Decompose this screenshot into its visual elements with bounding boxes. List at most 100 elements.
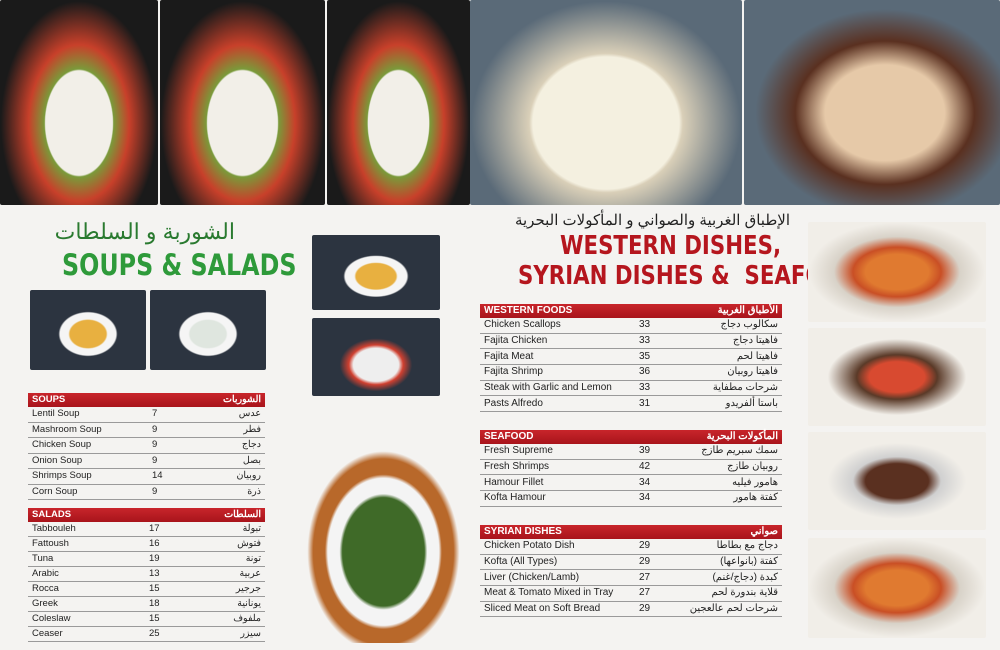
item-name-ar: تبولة: [242, 523, 261, 534]
menu-item: Chicken Potato Dish 29 دجاج مع بطاطا: [480, 539, 782, 555]
salad-photo-3: [327, 0, 470, 205]
item-price: 13: [149, 568, 160, 579]
item-name-ar: فطر: [243, 423, 261, 435]
soups-title: SOUPS: [32, 394, 66, 405]
western-title: WESTERN FOODS: [484, 305, 573, 316]
syrian-header: SYRIAN DISHES صواني: [480, 525, 782, 539]
soup-photo: [150, 290, 266, 370]
item-price: 25: [149, 628, 160, 639]
section-title: SOUPS & SALADS: [62, 248, 297, 282]
item-name-ar: باستا ألفريدو: [725, 397, 778, 409]
salads-table: SALADS السلطات Tabbouleh 17 تبولة Fattoush 16…: [28, 508, 265, 642]
menu-item: Mashroom Soup 9 فطر: [28, 423, 265, 438]
item-name: Chicken Scallops: [484, 319, 561, 331]
item-name-ar: فاهيتا دجاج: [732, 335, 778, 347]
tabbouleh-photo: [280, 415, 468, 643]
item-name-ar: سمك سبريم طازج: [701, 445, 778, 457]
menu-item: Fattoush 16 فتوش: [28, 537, 265, 552]
liver-photo: [808, 432, 986, 530]
corn-soup-photo: [312, 235, 440, 310]
menu-item: Chicken Soup 9 دجاج: [28, 438, 265, 454]
item-name: Onion Soup: [32, 454, 83, 466]
western-title-ar: الأطباق الغربية: [717, 305, 778, 316]
fajita-photo: [744, 0, 1000, 205]
item-name: Ceaser: [32, 628, 63, 639]
item-name: Liver (Chicken/Lamb): [484, 571, 580, 583]
item-name: Corn Soup: [32, 485, 78, 497]
item-name: Coleslaw: [32, 613, 71, 624]
item-price: 17: [149, 523, 160, 534]
menu-item: Fresh Shrimps 42 روبيان طازج: [480, 460, 782, 476]
item-name-ar: تونة: [245, 553, 261, 564]
item-name-ar: هامور فيليه: [732, 476, 778, 488]
item-price: 9: [152, 454, 158, 466]
syrian-title: SYRIAN DISHES: [484, 526, 562, 537]
seafood-title: SEAFOOD: [484, 431, 534, 442]
item-name-ar: يونانية: [237, 598, 261, 609]
item-name: Meat & Tomato Mixed in Tray: [484, 587, 614, 599]
item-name-ar: ملفوف: [233, 613, 261, 624]
menu-item: Onion Soup 9 بصل: [28, 454, 265, 469]
lentil-soup-photo: [30, 290, 146, 370]
salads-title-ar: السلطات: [224, 509, 261, 520]
item-price: 15: [149, 613, 160, 624]
item-name: Fresh Supreme: [484, 445, 553, 457]
syrian-title-ar: صواني: [750, 526, 778, 537]
item-name-ar: روبيان طازج: [727, 461, 778, 473]
item-name-ar: بصل: [242, 454, 261, 466]
item-price: 29: [639, 540, 651, 552]
item-price: 9: [152, 423, 158, 435]
menu-item: Coleslaw 15 ملفوف: [28, 612, 265, 627]
menu-item: Fajita Chicken 33 فاهيتا دجاج: [480, 334, 782, 350]
item-name: Fajita Chicken: [484, 335, 548, 347]
item-price: 29: [639, 556, 651, 568]
item-name: Tuna: [32, 553, 54, 564]
item-price: 33: [639, 319, 651, 331]
item-price: 31: [639, 397, 651, 409]
seafood-table: SEAFOOD المأكولات البحرية Fresh Supreme 39…: [480, 430, 782, 507]
item-name-ar: سيزر: [240, 628, 261, 639]
item-name: Fajita Meat: [484, 350, 534, 362]
item-price: 9: [152, 439, 158, 451]
item-name-ar: فتوش: [237, 538, 261, 549]
item-price: 36: [639, 366, 651, 378]
menu-item: Fajita Shrimp 36 فاهيتا روبيان: [480, 365, 782, 381]
item-price: 39: [639, 445, 651, 457]
menu-item: Ceaser 25 سيزر: [28, 627, 265, 642]
menu-item: Rocca 15 جرجير: [28, 582, 265, 597]
menu-item: Fresh Supreme 39 سمك سبريم طازج: [480, 444, 782, 460]
seafood-title-ar: المأكولات البحرية: [706, 431, 778, 442]
item-name-ar: فاهيتا لحم: [736, 350, 778, 362]
item-name: Lentil Soup: [32, 408, 80, 420]
menu-item: Meat & Tomato Mixed in Tray 27 قلاية بندور…: [480, 586, 782, 602]
soups-title-ar: الشوربات: [223, 394, 261, 405]
item-price: 15: [149, 583, 160, 594]
menu-item: Tabbouleh 17 تبولة: [28, 522, 265, 537]
item-name: Mashroom Soup: [32, 423, 102, 435]
item-price: 9: [152, 485, 158, 497]
item-name-ar: عدس: [238, 408, 261, 420]
menu-item: Kofta Hamour 34 كفتة هامور: [480, 491, 782, 507]
item-name: Greek: [32, 598, 58, 609]
western-table: WESTERN FOODS الأطباق الغربية Chicken Sca…: [480, 304, 782, 413]
item-name: Fajita Shrimp: [484, 366, 543, 378]
item-price: 29: [639, 603, 651, 615]
menu-item: Sliced Meat on Soft Bread 29 شرحات لحم عال…: [480, 602, 782, 618]
salads-header: SALADS السلطات: [28, 508, 265, 522]
item-name: Steak with Garlic and Lemon: [484, 382, 612, 394]
item-price: 27: [639, 587, 651, 599]
item-price: 16: [149, 538, 160, 549]
item-name: Kofta (All Types): [484, 556, 558, 568]
item-price: 18: [149, 598, 160, 609]
item-name: Chicken Potato Dish: [484, 540, 575, 552]
item-name-ar: دجاج: [241, 439, 261, 451]
item-price: 19: [149, 553, 160, 564]
chicken-scallops-photo: [808, 222, 986, 322]
salads-title: SALADS: [32, 509, 72, 520]
item-name: Shrimps Soup: [32, 470, 92, 482]
item-name-ar: كفتة (بانواعها): [720, 556, 778, 568]
item-name-ar: دجاج مع بطاطا: [716, 540, 778, 552]
item-name-ar: عربية: [239, 568, 261, 579]
coleslaw-photo: [312, 318, 440, 396]
item-name: Fattoush: [32, 538, 69, 549]
